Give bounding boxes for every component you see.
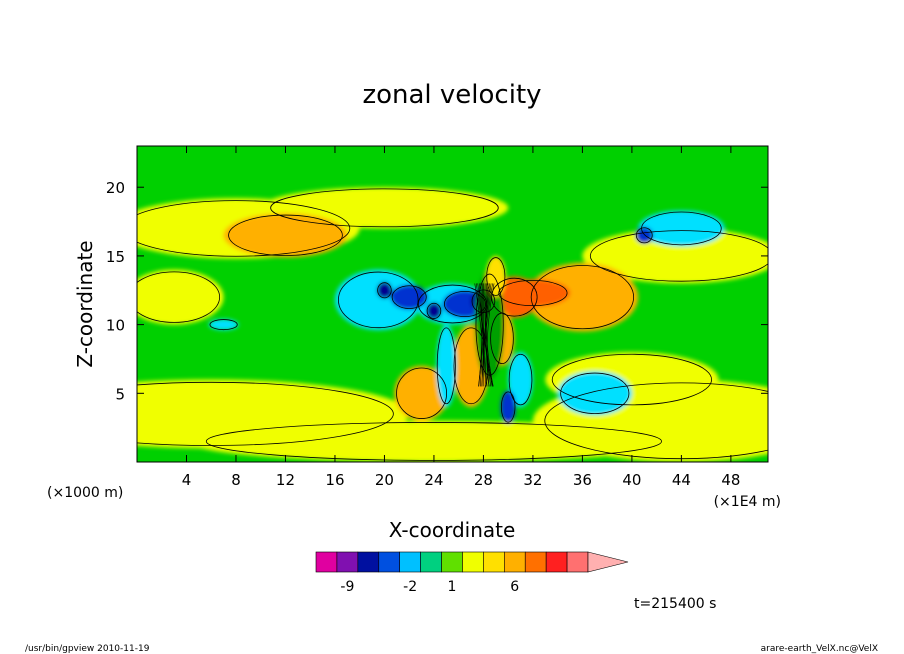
colorbar-swatch [441, 551, 463, 573]
chart-title: zonal velocity [362, 80, 541, 110]
field-blob [334, 269, 422, 331]
field-blob [390, 284, 428, 310]
colorbar-swatch [336, 551, 359, 573]
colorbar-swatch [315, 551, 338, 573]
field-blob [557, 371, 632, 416]
field-blob [394, 365, 449, 421]
x-tick-label: 4 [182, 471, 192, 489]
contour-line [391, 285, 427, 309]
contour-line [228, 214, 343, 256]
colorbar-swatch [399, 551, 421, 573]
contour-line [551, 353, 712, 406]
contour-line [485, 283, 494, 387]
contour-line [270, 188, 499, 228]
colorbar-label: 1 [448, 579, 457, 595]
contour-line [560, 372, 630, 414]
x-tick-label: 16 [325, 471, 344, 489]
x-tick-label: 20 [375, 471, 394, 489]
contour-line [500, 391, 516, 423]
colorbar-swatch [504, 551, 526, 573]
contour-line [481, 283, 493, 387]
contour-line [209, 319, 238, 331]
x-tick-label: 40 [622, 471, 641, 489]
colorbar-swatch [524, 551, 547, 573]
colorbar-swatch [483, 551, 505, 573]
y-tick-label: 10 [106, 317, 125, 335]
field-blob [526, 262, 639, 332]
field-blob [223, 213, 348, 258]
contour-line [508, 353, 533, 406]
colorbar-swatch [566, 551, 589, 573]
contour-line [426, 302, 442, 319]
contour-line [486, 283, 495, 387]
colorbar-label: -2 [403, 579, 417, 595]
y-tick-label: 15 [106, 248, 125, 266]
contour-line [475, 273, 504, 376]
y-axis-label: Z-coordinate [73, 240, 97, 367]
field-blob [508, 352, 533, 408]
colorbar-labels: -9 -2 1 6 [340, 579, 519, 595]
contour-line [530, 265, 635, 330]
footer-left: /usr/bin/gpview 2010-11-19 [25, 644, 150, 654]
y-tick-label: 5 [115, 385, 125, 403]
colorbar-swatch [357, 551, 380, 573]
contour-line [490, 312, 514, 365]
field-blob [208, 319, 239, 331]
x-axis: 4 8 12 16 20 24 28 32 36 40 44 48 [182, 146, 740, 489]
field-blob [582, 228, 768, 284]
contour-line [137, 200, 351, 257]
colorbar-swatch [420, 551, 442, 573]
x-tick-label: 24 [424, 471, 443, 489]
contour-line [498, 279, 568, 307]
x-tick-label: 48 [721, 471, 740, 489]
colorbar-swatch [462, 551, 484, 573]
contour-line [137, 271, 221, 323]
velocity-field [137, 146, 768, 462]
x-unit-right: (×1E4 m) [714, 494, 781, 510]
contour-line [589, 230, 768, 282]
colorbar-label: 6 [510, 579, 519, 595]
field-blob [635, 227, 653, 244]
field-blob [426, 302, 442, 320]
x-tick-label: 28 [474, 471, 493, 489]
x-tick-label: 12 [276, 471, 295, 489]
contour-line [338, 271, 419, 329]
colorbar-label: -9 [340, 579, 354, 595]
contour-line [377, 282, 392, 299]
colorbar [315, 551, 629, 573]
field-blob [638, 210, 725, 247]
contour-line [436, 327, 456, 405]
field-blob [137, 269, 224, 325]
x-unit-left: (×1000 m) [47, 485, 123, 501]
x-tick-label: 44 [672, 471, 691, 489]
field-blob [500, 390, 516, 424]
colorbar-swatch [545, 551, 568, 573]
x-tick-label: 32 [523, 471, 542, 489]
field-blob [436, 324, 457, 408]
y-tick-label: 20 [106, 179, 125, 197]
x-tick-label: 8 [231, 471, 241, 489]
colorbar-swatch [378, 551, 400, 573]
plot-frame [136, 145, 769, 463]
colorbar-arrow [587, 551, 629, 573]
y-axis: 5 10 15 20 [106, 179, 768, 403]
footer-right: arare-earth_VelX.nc@VelX [761, 644, 878, 654]
contour-line [635, 227, 653, 244]
contour-line [478, 283, 488, 387]
x-axis-label: X-coordinate [389, 518, 516, 542]
contour-line [478, 283, 492, 387]
contour-line [443, 290, 486, 318]
contour-line [396, 367, 448, 419]
time-label: t=215400 s [634, 596, 716, 612]
field-blob [377, 282, 392, 299]
contour-line [486, 257, 506, 296]
x-tick-label: 36 [573, 471, 592, 489]
